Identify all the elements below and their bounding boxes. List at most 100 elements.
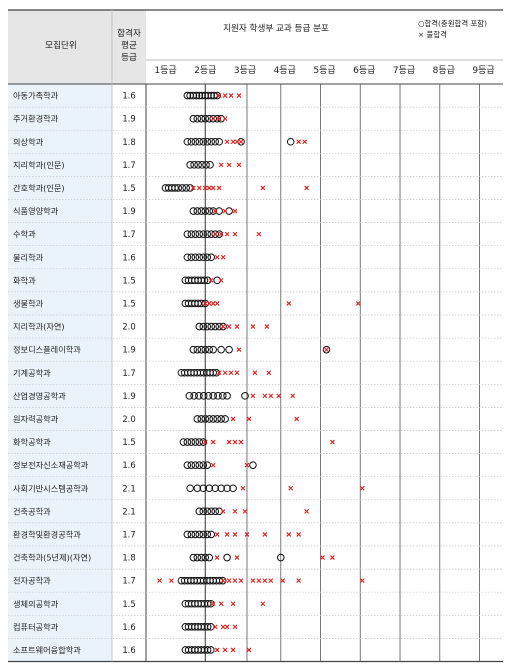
pass-point <box>198 161 206 169</box>
fail-point <box>214 254 220 260</box>
header-grade-1: 합격자 <box>117 27 141 39</box>
fail-point <box>218 162 224 168</box>
row-avg-grade: 1.6 <box>122 252 135 262</box>
fail-point <box>228 93 234 98</box>
pass-point <box>199 530 208 539</box>
fail-point <box>226 324 232 329</box>
pass-point <box>189 114 198 123</box>
row-avg-grade: 1.7 <box>122 529 135 539</box>
header-grade-2: 평균 <box>121 40 137 51</box>
pass-point <box>221 415 229 423</box>
fail-point <box>190 185 196 191</box>
pass-point <box>195 253 204 262</box>
pass-point <box>199 507 208 516</box>
pass-point <box>204 91 212 100</box>
pass-point <box>211 507 219 516</box>
pass-point <box>217 415 225 423</box>
pass-point <box>218 392 227 400</box>
pass-point <box>199 253 208 262</box>
fail-point <box>216 370 222 376</box>
pass-point <box>229 484 237 493</box>
pass-point <box>223 553 231 562</box>
pass-point <box>201 553 210 562</box>
fail-point <box>230 139 236 145</box>
pass-point <box>187 438 196 446</box>
row-avg-grade: 1.8 <box>122 553 135 563</box>
pass-point <box>218 576 227 585</box>
fail-point <box>226 162 232 168</box>
fail-point <box>212 624 218 630</box>
pass-point <box>276 553 285 562</box>
pass-point <box>183 438 192 446</box>
pass-point <box>183 253 192 262</box>
fail-point <box>224 624 230 630</box>
row-unit-label: 원자력공학과 <box>13 414 59 424</box>
fail-point <box>226 439 232 445</box>
fail-point <box>220 324 226 329</box>
pass-point <box>190 392 198 400</box>
pass-point <box>209 392 217 400</box>
fail-point <box>228 370 234 376</box>
row-unit-label: 건축공학과 <box>13 506 51 516</box>
fail-point <box>244 532 250 537</box>
pass-point <box>193 345 202 354</box>
fail-point <box>266 370 272 376</box>
row-avg-grade: 1.8 <box>122 137 135 147</box>
fail-point <box>244 462 250 468</box>
row-avg-grade: 1.6 <box>122 91 135 101</box>
fail-point <box>222 370 228 376</box>
pass-point <box>209 345 217 354</box>
row-unit-label: 화학과 <box>13 275 36 285</box>
pass-point <box>186 184 194 192</box>
row-unit-label: 기계공학과 <box>13 368 51 378</box>
fail-point <box>212 231 218 237</box>
fail-point <box>232 508 238 514</box>
fail-point <box>224 231 230 237</box>
pass-point <box>203 253 212 262</box>
pass-point <box>183 91 192 100</box>
fail-point <box>234 324 240 329</box>
pass-point <box>203 461 212 469</box>
fail-point <box>210 185 216 191</box>
row-avg-grade: 1.5 <box>122 183 135 193</box>
pass-point <box>203 507 212 516</box>
row-avg-grade: 2.0 <box>122 322 135 332</box>
pass-point <box>199 438 208 446</box>
fail-point <box>214 532 220 537</box>
x-tick-label: 7등급 <box>393 65 415 76</box>
pass-point <box>195 461 204 469</box>
pass-point <box>219 322 227 331</box>
row-unit-label: 사회기반시스템공학과 <box>13 483 89 493</box>
row-avg-grade: 2.1 <box>122 506 135 516</box>
pass-point <box>249 461 257 469</box>
pass-point <box>189 553 198 562</box>
fail-point <box>286 532 292 537</box>
fail-point <box>234 139 240 145</box>
pass-point <box>199 461 208 469</box>
pass-point <box>171 184 179 192</box>
pass-point <box>207 253 216 262</box>
fail-point <box>234 370 240 376</box>
pass-point <box>205 207 214 215</box>
x-tick-label: 3등급 <box>234 65 256 76</box>
pass-point <box>195 137 204 146</box>
fail-point <box>240 485 246 491</box>
row-unit-label: 아동가족학과 <box>13 91 59 101</box>
fail-point <box>210 301 216 306</box>
header-bg-chart <box>146 10 503 84</box>
fail-point <box>210 601 216 607</box>
fail-point <box>232 439 238 445</box>
pass-point <box>194 161 202 169</box>
fail-point <box>359 485 365 491</box>
row-avg-grade: 1.6 <box>122 622 135 632</box>
pass-point <box>198 91 206 100</box>
fail-point <box>256 231 262 237</box>
pass-point <box>195 91 204 100</box>
fail-point <box>330 439 335 445</box>
row-unit-label: 컴퓨터공학과 <box>13 622 59 632</box>
pass-point <box>203 530 212 539</box>
fail-point <box>202 301 208 306</box>
row-unit-label: 소프트웨어융합학과 <box>13 645 81 655</box>
pass-point <box>197 345 206 354</box>
pass-point <box>213 91 221 100</box>
